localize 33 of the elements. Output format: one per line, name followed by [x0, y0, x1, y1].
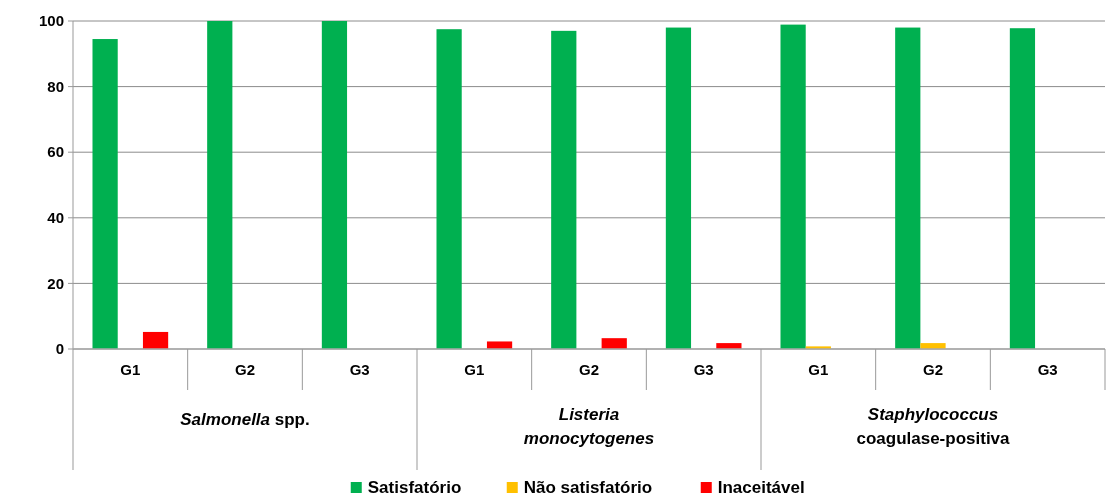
legend-label: Satisfatório: [367, 478, 462, 497]
bar: [142, 331, 169, 349]
y-tick-label: 80: [47, 77, 64, 95]
bar: [207, 21, 233, 349]
legend-label: Não satisfatório: [523, 478, 653, 497]
bar: [665, 27, 692, 349]
bar: [895, 27, 921, 349]
x-tick-label: G3: [349, 361, 370, 378]
bar: [321, 21, 348, 349]
x-tick-label: G3: [693, 361, 714, 378]
bar: [486, 341, 513, 349]
text: Staphylococcus coagulase-positiva: [856, 405, 1011, 448]
bar: [436, 29, 462, 349]
bar: [601, 338, 627, 349]
bar: [1009, 28, 1036, 349]
bar: [780, 24, 806, 349]
y-tick-label: 20: [47, 274, 64, 292]
text: Listeria monocytogenes: [523, 405, 655, 448]
y-tick-label: 100: [38, 12, 64, 30]
x-tick-label: G1: [464, 361, 485, 378]
bar: [92, 39, 118, 349]
text: Salmonella spp.: [180, 410, 310, 429]
legend-label: Inaceitável: [717, 478, 805, 497]
x-tick-label: G3: [1037, 361, 1058, 378]
bar: [551, 30, 577, 349]
x-tick-label: G1: [120, 361, 141, 378]
x-tick-label: G2: [578, 361, 600, 378]
x-tick-label: G1: [808, 361, 829, 378]
x-tick-label: G2: [234, 361, 256, 378]
x-tick-label: G2: [922, 361, 944, 378]
y-tick-label: 40: [47, 209, 64, 227]
y-tick-label: 60: [47, 143, 64, 161]
y-tick-label: 0: [55, 340, 64, 358]
